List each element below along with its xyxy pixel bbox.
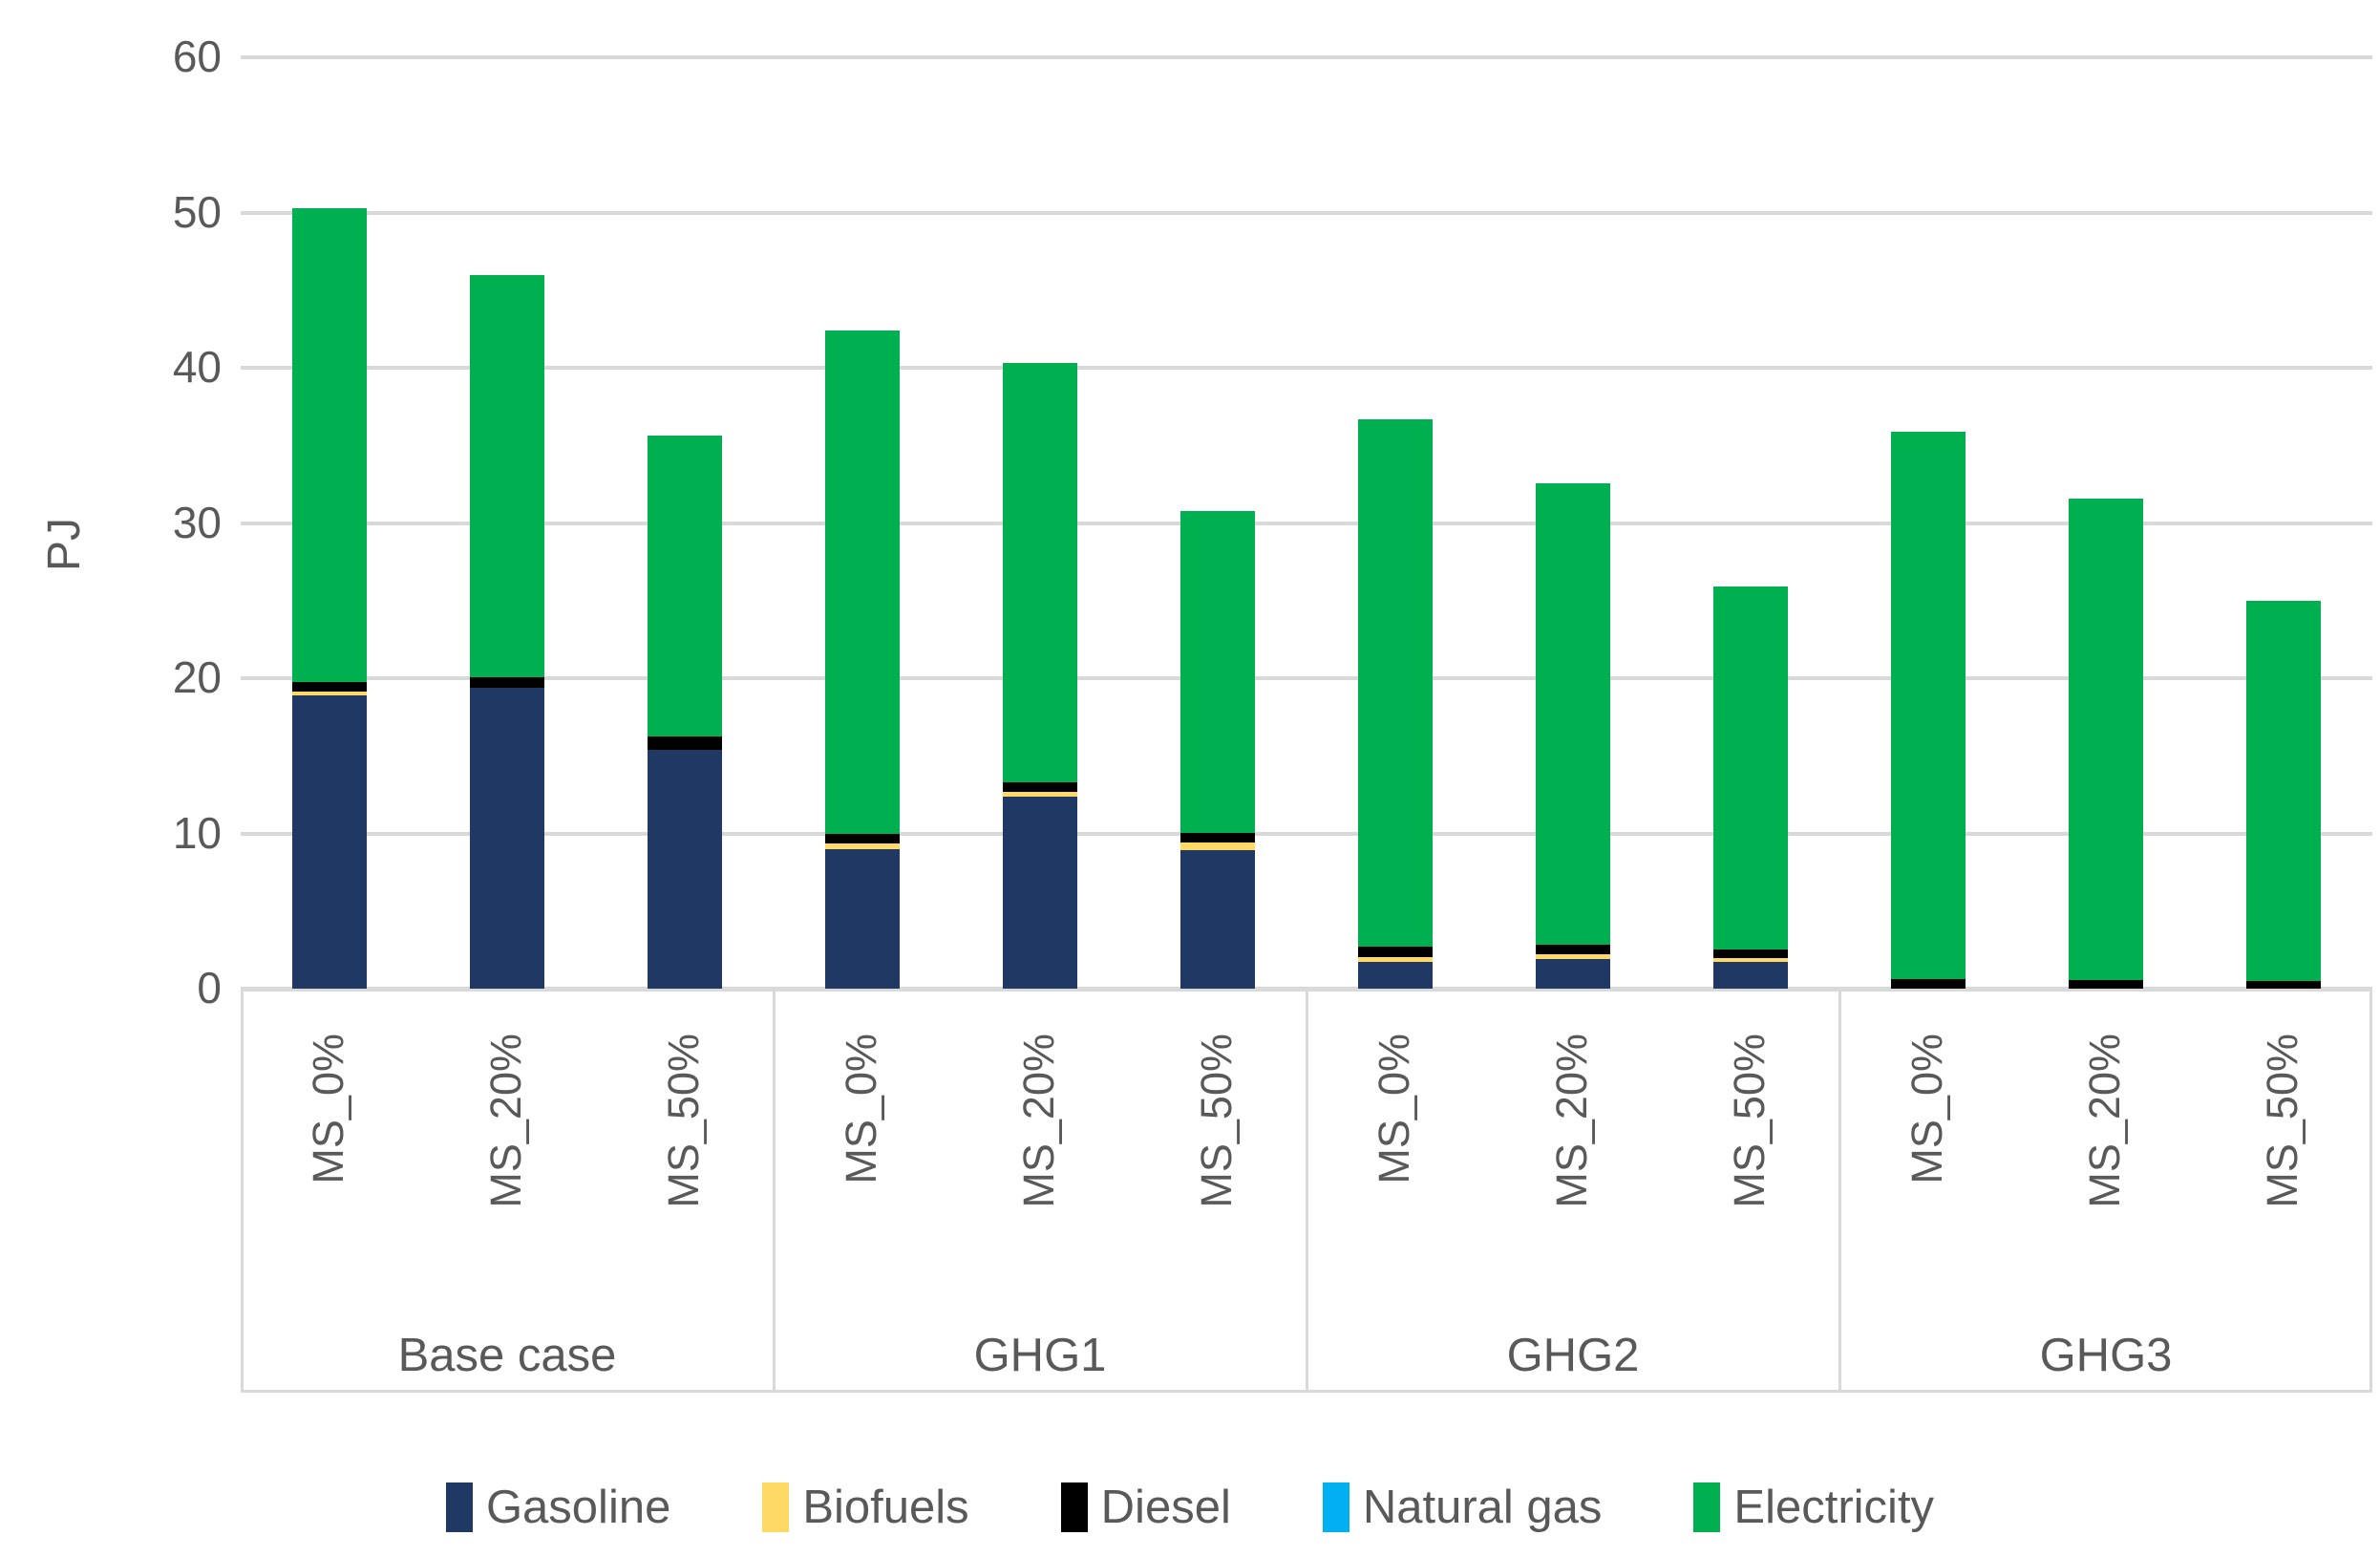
bar-segment-electricity xyxy=(1358,418,1433,948)
group-label: GHG1 xyxy=(973,1330,1107,1381)
bar-segment-diesel xyxy=(1180,832,1255,843)
bar-segment-diesel xyxy=(2246,980,2321,989)
y-axis-tick-label: 10 xyxy=(172,807,222,858)
y-axis-tick-label: 20 xyxy=(172,652,222,702)
legend-item-gasoline: Gasoline xyxy=(445,1482,671,1533)
bar-segment-biofuels xyxy=(825,843,900,849)
gridline-60 xyxy=(241,55,2372,59)
bar-segment-gasoline xyxy=(470,687,544,989)
legend-swatch-gasoline xyxy=(445,1482,473,1532)
gridline-20 xyxy=(241,676,2372,680)
bar-segment-diesel xyxy=(1358,947,1433,957)
bar-segment-diesel xyxy=(1003,781,1077,792)
bar-segment-diesel xyxy=(2069,980,2143,989)
bar-segment-electricity xyxy=(2069,499,2143,981)
category-label: MS_0% xyxy=(837,1034,885,1184)
legend-label: Diesel xyxy=(1100,1482,1231,1533)
bar-segment-electricity xyxy=(1003,363,1077,782)
bar-segment-gasoline xyxy=(1358,962,1433,989)
category-label: MS_0% xyxy=(1902,1034,1951,1184)
y-axis-tick-label: 0 xyxy=(197,963,222,1013)
legend-item-natural-gas: Natural gas xyxy=(1322,1482,1603,1533)
legend-label: Gasoline xyxy=(485,1482,671,1533)
legend-item-diesel: Diesel xyxy=(1060,1482,1231,1533)
legend-label: Biofuels xyxy=(802,1482,969,1533)
bar-segment-diesel xyxy=(470,677,544,688)
gridline-30 xyxy=(241,521,2372,525)
category-label: MS_20% xyxy=(2080,1034,2129,1208)
group-divider xyxy=(1838,989,1841,1393)
bar-segment-electricity xyxy=(1180,511,1255,833)
legend-label: Natural gas xyxy=(1362,1482,1603,1533)
bar-segment-biofuels xyxy=(1003,791,1077,797)
legend: Gasoline Biofuels Diesel Natural gas Electri… xyxy=(0,1469,2380,1546)
bar-segment-diesel xyxy=(292,682,367,692)
bar-segment-electricity xyxy=(1536,483,1610,945)
category-label: MS_0% xyxy=(1370,1034,1418,1184)
bar-segment-electricity xyxy=(648,435,722,736)
legend-item-biofuels: Biofuels xyxy=(762,1482,969,1533)
category-label: MS_50% xyxy=(2258,1034,2306,1208)
y-axis-title: PJ xyxy=(39,517,90,571)
category-label: MS_50% xyxy=(1725,1034,1774,1208)
bar-segment-gasoline xyxy=(825,848,900,989)
category-label: MS_20% xyxy=(481,1034,530,1208)
gridline-40 xyxy=(241,366,2372,370)
y-axis-tick-label: 30 xyxy=(172,497,222,547)
y-axis-tick-label: 60 xyxy=(172,32,222,81)
category-label: MS_0% xyxy=(304,1034,352,1184)
bar-segment-electricity xyxy=(292,208,367,683)
bar-segment-gasoline xyxy=(1536,959,1610,989)
bar-segment-biofuels xyxy=(1713,958,1788,963)
category-label: MS_50% xyxy=(659,1034,708,1208)
legend-label: Electricity xyxy=(1733,1482,1935,1533)
bar-segment-electricity xyxy=(2246,600,2321,981)
group-label: GHG2 xyxy=(1506,1330,1640,1381)
group-divider xyxy=(773,989,776,1393)
bar-segment-gasoline xyxy=(1713,962,1788,989)
group-label: Base case xyxy=(397,1330,617,1381)
bar-segment-gasoline xyxy=(1003,796,1077,989)
bar-segment-biofuels xyxy=(292,691,367,695)
legend-item-electricity: Electricity xyxy=(1693,1482,1934,1532)
bar-segment-electricity xyxy=(470,275,544,678)
bar-segment-gasoline xyxy=(648,749,722,989)
bar-segment-biofuels xyxy=(1180,842,1255,851)
category-label: MS_20% xyxy=(1547,1034,1596,1208)
bar-segment-electricity xyxy=(825,331,900,834)
legend-swatch-electricity xyxy=(1693,1482,1721,1532)
group-label: GHG3 xyxy=(2039,1330,2173,1381)
bar-segment-diesel xyxy=(648,736,722,750)
bar-segment-diesel xyxy=(1891,979,1966,989)
bar-segment-electricity xyxy=(1891,431,1966,980)
bar-segment-diesel xyxy=(825,833,900,844)
bar-segment-gasoline xyxy=(292,694,367,989)
gridline-10 xyxy=(241,831,2372,836)
legend-swatch-natural-gas xyxy=(1322,1482,1349,1532)
category-label: MS_50% xyxy=(1192,1034,1241,1208)
bar-segment-biofuels xyxy=(1536,954,1610,960)
y-axis-tick-label: 50 xyxy=(172,186,222,237)
bar-segment-gasoline xyxy=(1180,850,1255,989)
group-divider xyxy=(1306,989,1308,1393)
legend-swatch-biofuels xyxy=(762,1482,790,1532)
y-axis-tick-label: 40 xyxy=(172,342,222,392)
bar-segment-diesel xyxy=(1713,949,1788,959)
bar-segment-diesel xyxy=(1536,944,1610,955)
bar-segment-biofuels xyxy=(1358,956,1433,963)
legend-swatch-diesel xyxy=(1060,1482,1088,1532)
category-label: MS_20% xyxy=(1014,1034,1063,1208)
bar-segment-electricity xyxy=(1713,587,1788,950)
gridline-50 xyxy=(241,210,2372,215)
